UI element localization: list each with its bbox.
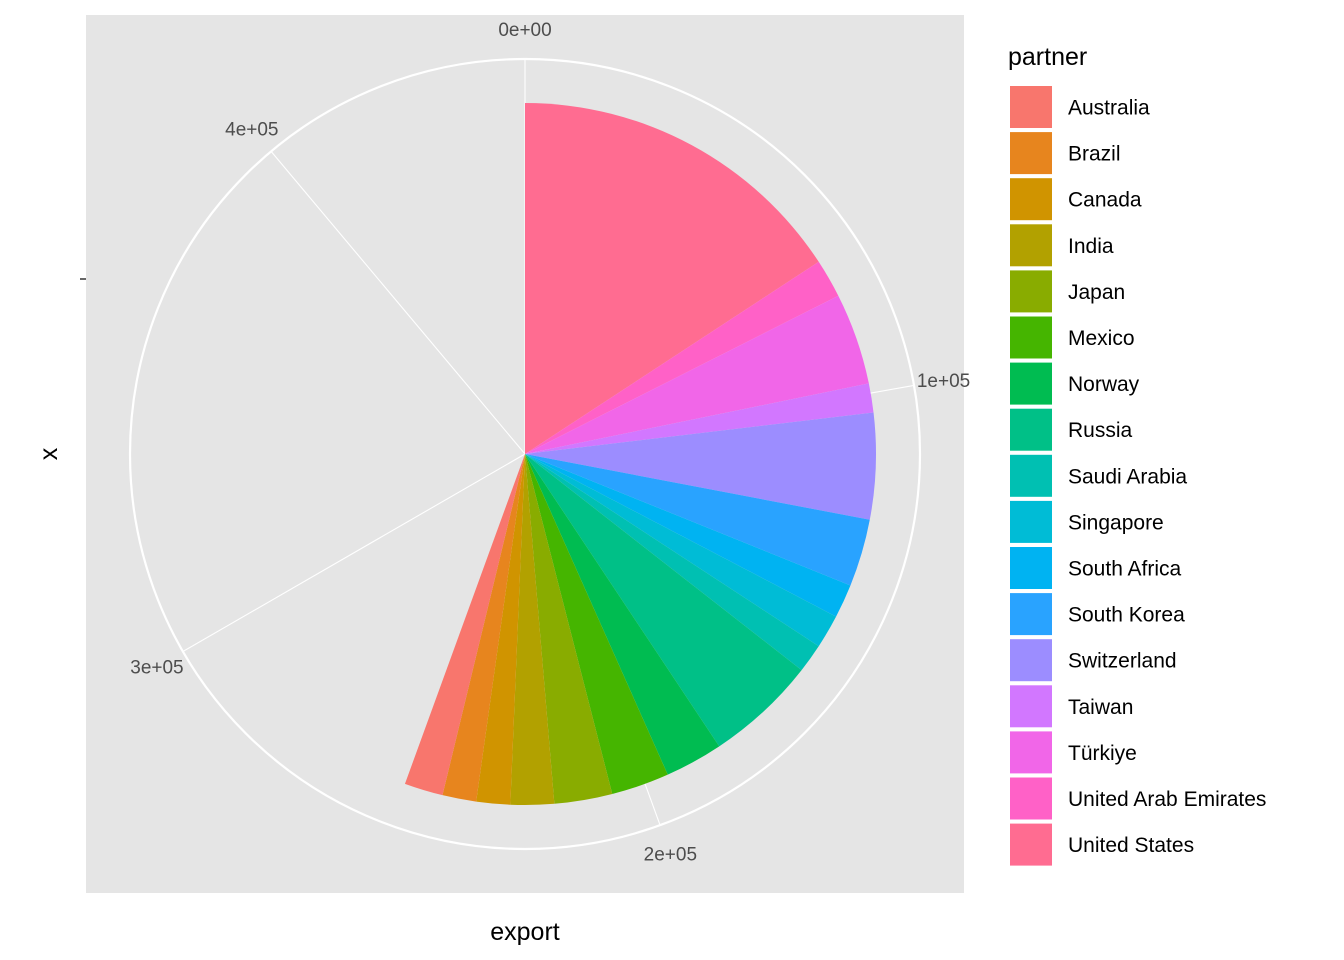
pie-slice-united-states — [525, 103, 819, 454]
legend-key — [1010, 777, 1052, 820]
legend-label: Mexico — [1068, 327, 1135, 350]
legend-key — [1010, 454, 1052, 497]
theta-tick-label: 1e+05 — [917, 371, 970, 392]
pie-slice-switzerland — [525, 412, 876, 520]
pie-slice-japan — [525, 454, 613, 804]
pie-slice-brazil — [442, 454, 525, 802]
grid-spoke — [270, 151, 526, 455]
legend-key — [1010, 316, 1052, 359]
legend-key — [1010, 731, 1052, 774]
theta-axis-ticks: 0e+00 1e+05 2e+05 3e+05 4e+05 — [130, 20, 970, 865]
pie-slice-south-korea — [525, 454, 870, 586]
pie-slice-united-arab-emirates — [525, 261, 839, 454]
legend-label: South Africa — [1068, 558, 1182, 581]
legend-label: United States — [1068, 834, 1194, 857]
pie-slice-canada — [476, 454, 525, 805]
legend-label: Australia — [1068, 97, 1150, 120]
legend-label: Norway — [1068, 373, 1140, 396]
pie-slice-norway — [525, 454, 720, 775]
legend-label: India — [1068, 235, 1114, 258]
pie-slice-india — [510, 454, 555, 805]
legend-key — [1010, 270, 1052, 313]
legend-label: Saudi Arabia — [1068, 465, 1187, 488]
legend-key — [1010, 178, 1052, 221]
pie-slice-t-rkiye — [525, 295, 869, 454]
legend-label: Canada — [1068, 189, 1142, 212]
legend-label: Japan — [1068, 281, 1125, 304]
theta-tick-label: 3e+05 — [130, 658, 183, 679]
legend-key — [1010, 685, 1052, 728]
legend-key — [1010, 86, 1052, 128]
legend-key — [1010, 224, 1052, 267]
pie-slice-australia — [404, 454, 525, 796]
legend-label: United Arab Emirates — [1068, 788, 1266, 811]
legend-label: Taiwan — [1068, 696, 1133, 719]
legend-key — [1010, 823, 1052, 866]
legend-label: South Korea — [1068, 604, 1185, 627]
legend-key — [1010, 593, 1052, 636]
theta-tick-label: 4e+05 — [225, 119, 278, 140]
legend-key — [1010, 408, 1052, 451]
legend-label: Russia — [1068, 419, 1133, 442]
theta-tick-label: 2e+05 — [644, 844, 697, 865]
legend-key — [1010, 500, 1052, 543]
pie-slice-singapore — [525, 454, 837, 647]
y-axis-title: x — [35, 447, 63, 460]
pie-slice-taiwan — [525, 383, 874, 454]
legend-label: Switzerland — [1068, 650, 1177, 673]
grid-spoke — [182, 453, 526, 652]
legend-key — [1010, 362, 1052, 405]
legend-label: Singapore — [1068, 511, 1164, 534]
pie-slice-saudi-arabia — [525, 454, 819, 671]
legend-label: Brazil — [1068, 143, 1121, 166]
legend-key — [1010, 547, 1052, 589]
pie-slice-mexico — [525, 454, 668, 794]
legend-key — [1010, 639, 1052, 682]
pie-slice-south-africa — [525, 454, 851, 617]
legend-title: partner — [1008, 43, 1087, 71]
legend-key — [1010, 132, 1052, 175]
pie-slice-russia — [525, 454, 802, 747]
pie-slices — [404, 103, 876, 805]
legend-label: Türkiye — [1068, 742, 1137, 765]
legend: partner Australia Brazil Canada India Japan M… — [1008, 43, 1266, 866]
x-axis-title: export — [490, 918, 560, 946]
theta-tick-label: 0e+00 — [498, 20, 551, 41]
